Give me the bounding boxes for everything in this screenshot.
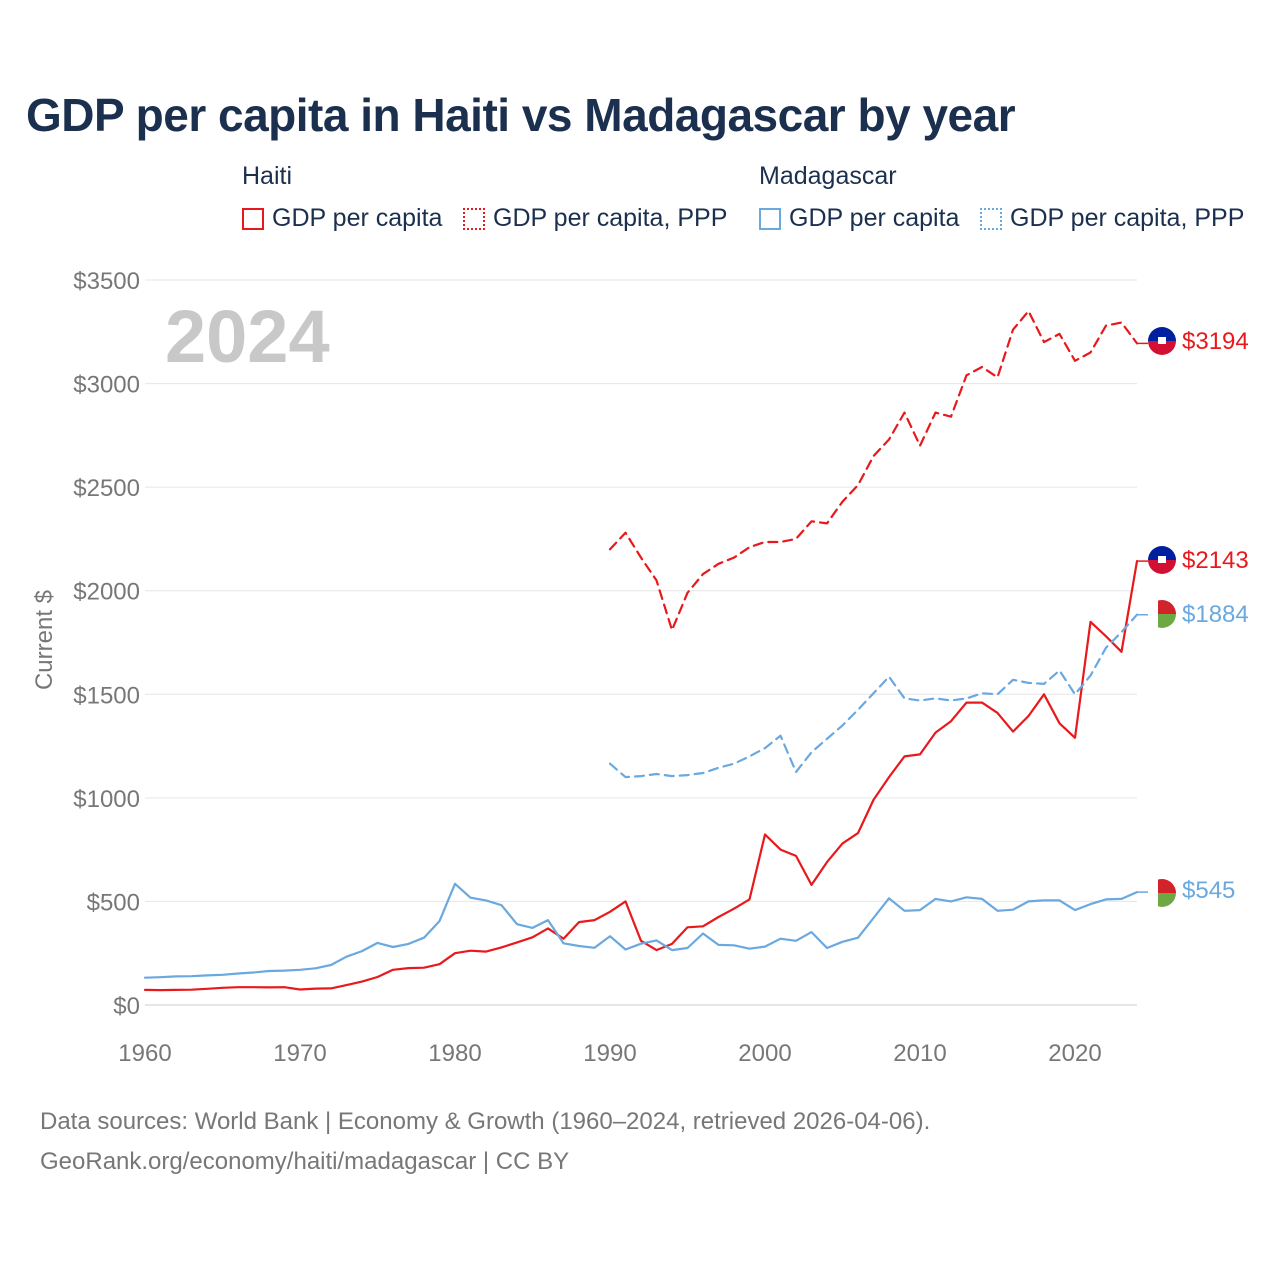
legend-madagascar-gdp[interactable]: GDP per capita <box>759 204 959 233</box>
legend-madagascar-ppp[interactable]: GDP per capita, PPP <box>980 204 1244 233</box>
haiti-flag-icon <box>1148 327 1176 355</box>
x-tick-label: 2010 <box>893 1040 946 1067</box>
legend-madagascar-title: Madagascar <box>759 162 897 190</box>
series-line-madagascar-ppp <box>608 613 1139 779</box>
footer-credit[interactable]: GeoRank.org/economy/haiti/madagascar | C… <box>40 1148 570 1175</box>
legend-haiti-gdp-label: GDP per capita <box>272 204 443 232</box>
x-tick-label: 2000 <box>738 1040 791 1067</box>
legend-haiti-ppp-label: GDP per capita, PPP <box>493 204 728 232</box>
gridlines <box>145 279 1137 1006</box>
y-tick-label: $0 <box>113 993 140 1020</box>
y-axis: $0 $500 $1000 $1500 $2000 $2500 $3000 $3500 <box>73 268 140 1020</box>
legend-solid-red-swatch <box>242 207 264 230</box>
haiti-flag-icon <box>1148 546 1176 574</box>
legend-haiti-gdp[interactable]: GDP per capita <box>242 204 442 233</box>
legend-dotted-blue-swatch <box>980 207 1002 230</box>
legend-solid-blue-swatch <box>759 207 781 230</box>
x-axis: 1960 1970 1980 1990 2000 2010 2020 <box>118 1040 1101 1067</box>
x-tick-label: 2020 <box>1048 1040 1101 1067</box>
y-tick-label: $3000 <box>73 372 140 399</box>
end-label-haiti-ppp: $3194 <box>1182 328 1249 355</box>
x-tick-label: 1990 <box>583 1040 636 1067</box>
end-label-madagascar-gdp: $545 <box>1182 877 1235 904</box>
x-tick-label: 1960 <box>118 1040 171 1067</box>
series-line-haiti-gdp <box>143 559 1139 992</box>
y-axis-label: Current $ <box>31 590 58 690</box>
y-tick-label: $2000 <box>73 579 140 606</box>
y-tick-label: $1000 <box>73 786 140 813</box>
series-line-haiti-ppp <box>608 310 1139 632</box>
series-line-madagascar-gdp <box>143 882 1139 979</box>
x-tick-label: 1980 <box>428 1040 481 1067</box>
y-tick-label: $2500 <box>73 475 140 502</box>
legend-madagascar-ppp-label: GDP per capita, PPP <box>1010 204 1245 232</box>
year-watermark: 2024 <box>165 295 330 378</box>
madagascar-flag-icon <box>1148 600 1176 628</box>
madagascar-flag-icon <box>1148 879 1176 907</box>
y-tick-label: $1500 <box>73 682 140 709</box>
end-label-haiti-gdp: $2143 <box>1182 547 1249 574</box>
chart-title: GDP per capita in Haiti vs Madagascar by… <box>26 89 1016 141</box>
y-tick-label: $3500 <box>73 268 140 295</box>
footer-sources: Data sources: World Bank | Economy & Gro… <box>40 1108 931 1135</box>
series-lines <box>143 310 1148 992</box>
y-tick-label: $500 <box>87 889 140 916</box>
end-label-madagascar-ppp: $1884 <box>1182 601 1249 628</box>
legend-haiti-ppp[interactable]: GDP per capita, PPP <box>463 204 727 233</box>
legend-dotted-red-swatch <box>463 207 485 230</box>
x-tick-label: 1970 <box>273 1040 326 1067</box>
legend-madagascar-gdp-label: GDP per capita <box>789 204 960 232</box>
chart-plot: $0 $500 $1000 $1500 $2000 $2500 $3000 $3500 196… <box>31 268 1249 1067</box>
legend-haiti-title: Haiti <box>242 162 293 190</box>
